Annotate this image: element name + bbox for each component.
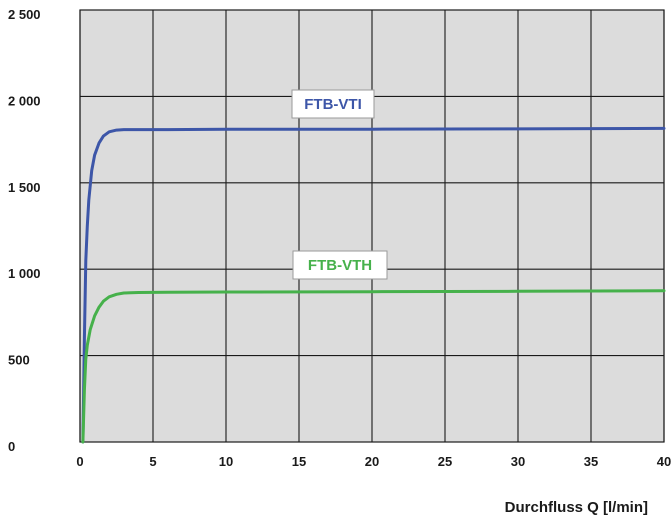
series-label: FTB-VTH xyxy=(292,250,388,280)
x-tick-label: 30 xyxy=(511,454,525,469)
y-tick-label: 2 000 xyxy=(8,93,41,108)
series-labels: FTB-VTI FTB-VTH xyxy=(291,89,388,280)
y-tick-label: 0 xyxy=(8,439,15,454)
x-tick-label: 40 xyxy=(657,454,671,469)
y-tick-label: 500 xyxy=(8,353,30,368)
x-tick-label: 15 xyxy=(292,454,306,469)
y-tick-label: 1 500 xyxy=(8,180,41,195)
series-label-text: FTB-VTH xyxy=(308,257,372,274)
x-tick-label: 20 xyxy=(365,454,379,469)
series-label: FTB-VTI xyxy=(291,89,375,119)
grid xyxy=(79,9,665,443)
series-line xyxy=(81,126,666,444)
x-tick-label: 10 xyxy=(219,454,233,469)
y-tick-label: 2 500 xyxy=(8,7,41,22)
series-line xyxy=(81,289,666,444)
y-tick-label: 1 000 xyxy=(8,266,41,281)
series-label-box xyxy=(291,89,375,119)
x-tick-label: 25 xyxy=(438,454,452,469)
x-axis-ticks: 0 5 10 15 20 25 30 35 40 xyxy=(76,454,671,469)
x-axis-label: Durchfluss Q [l/min] xyxy=(505,499,648,516)
series-label-box xyxy=(292,250,388,280)
x-tick-label: 0 xyxy=(76,454,83,469)
series-label-text: FTB-VTI xyxy=(304,96,362,113)
x-tick-label: 35 xyxy=(584,454,598,469)
y-axis-ticks: 0 500 1 000 1 500 2 000 2 500 xyxy=(8,7,41,454)
x-tick-label: 5 xyxy=(149,454,156,469)
series-lines xyxy=(81,126,666,444)
